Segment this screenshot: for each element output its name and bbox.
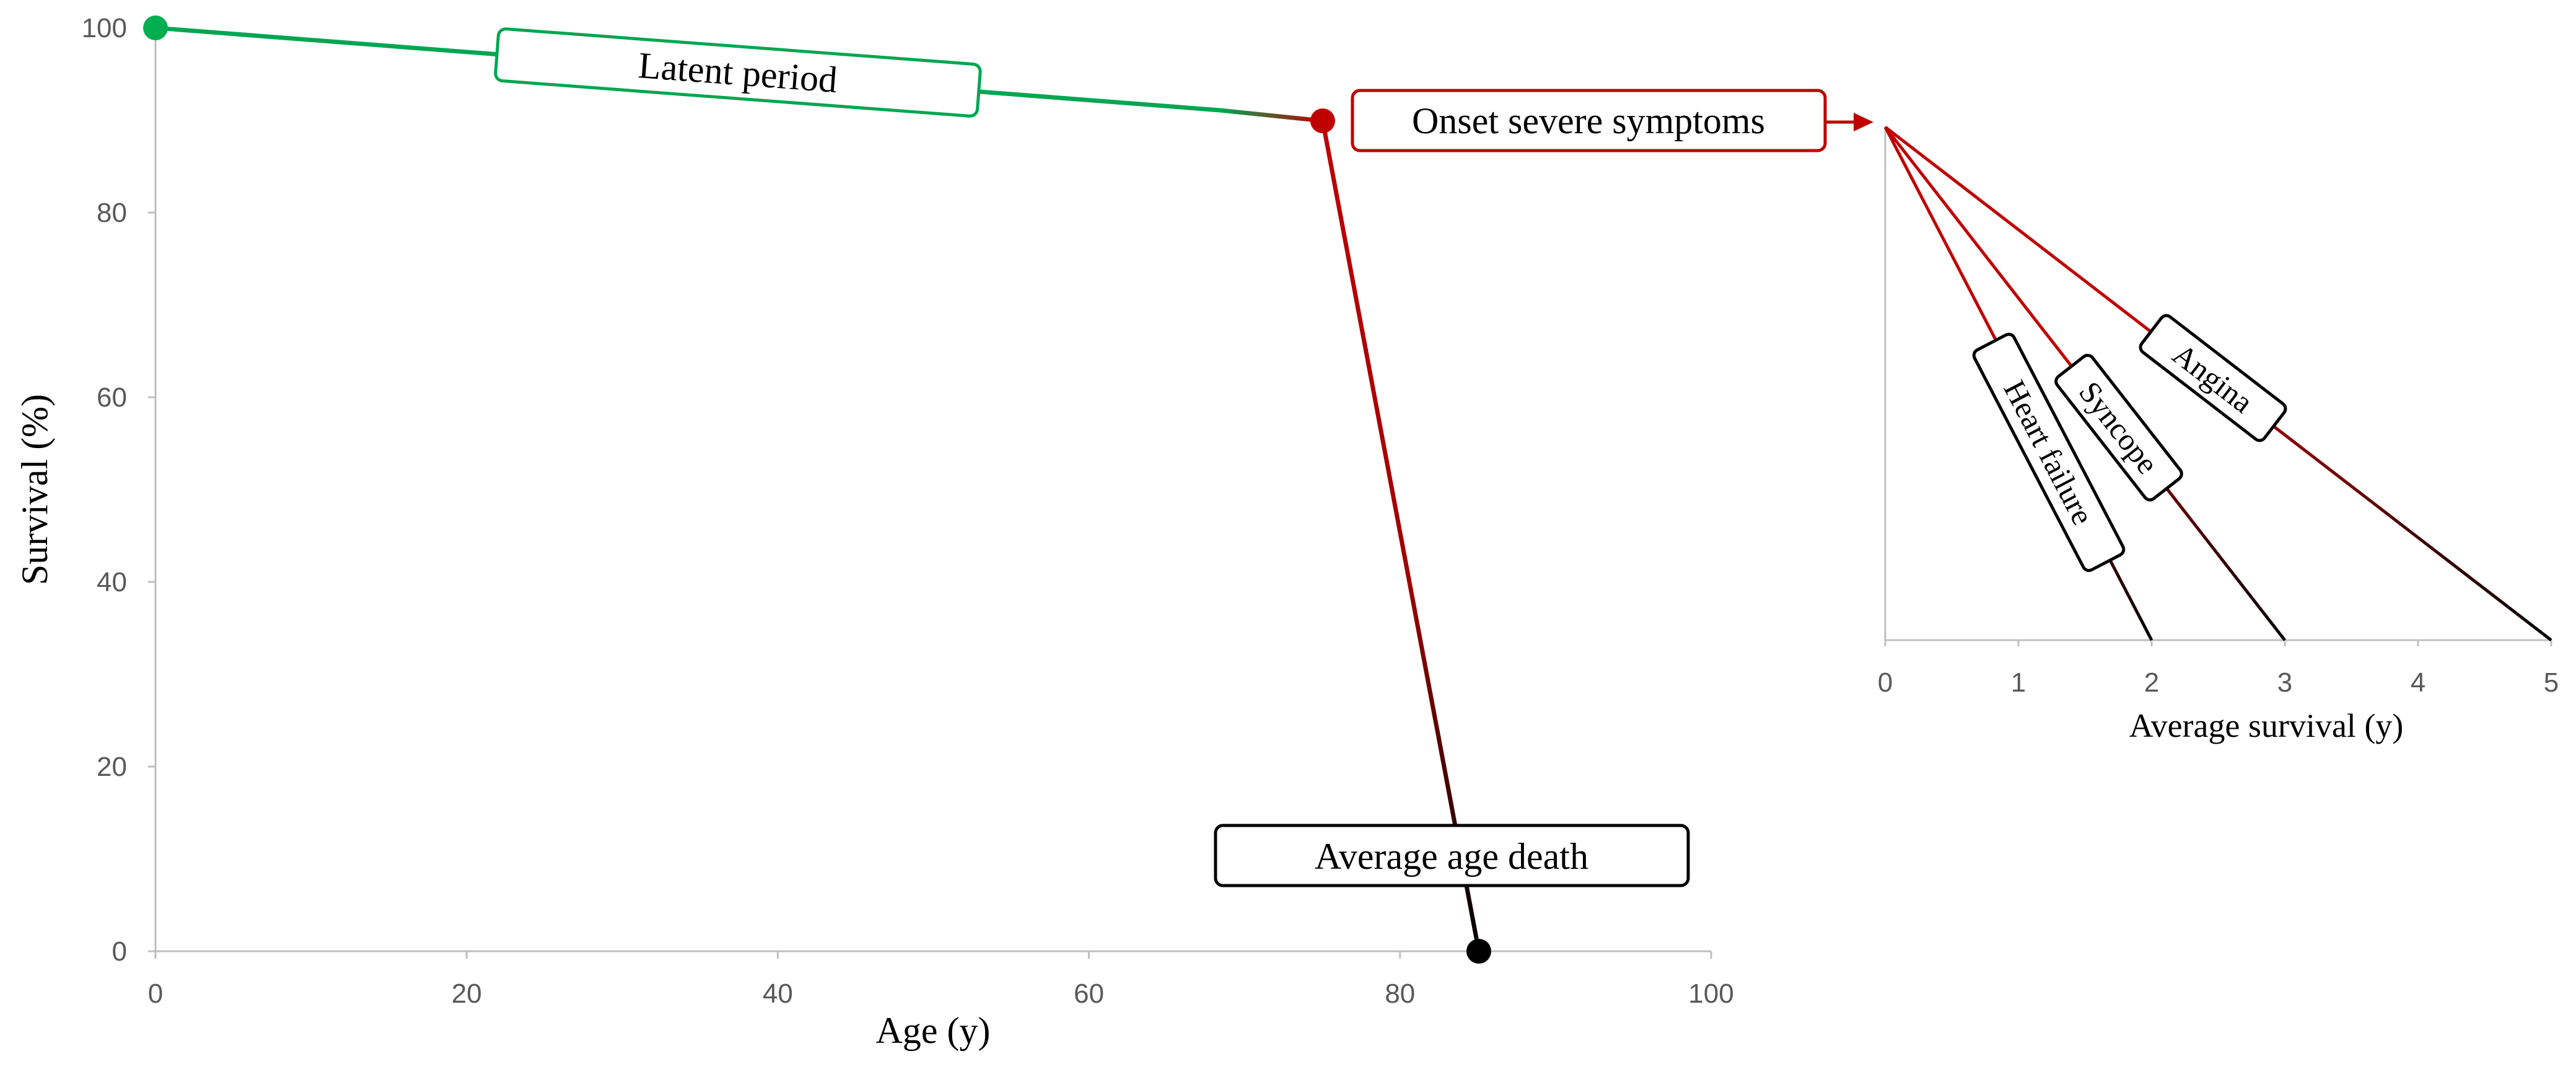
y-tick-label: 40 xyxy=(97,567,127,597)
inset-x-tick-label: 3 xyxy=(2277,667,2292,698)
main-series xyxy=(155,25,1481,952)
main-axes xyxy=(154,28,1711,952)
drop-line xyxy=(1320,120,1481,952)
start-marker xyxy=(143,15,168,40)
onset-marker xyxy=(1310,108,1335,133)
heart-failure-frame xyxy=(1972,332,2126,573)
angina-frame xyxy=(2139,314,2287,442)
x-tick-label: 80 xyxy=(1385,979,1415,1009)
onset-box: Onset severe symptoms xyxy=(1351,89,1827,152)
inset-axes xyxy=(1884,127,2551,641)
inset-x-tick-label: 5 xyxy=(2544,667,2559,698)
inset-x-tick-label: 0 xyxy=(1878,667,1893,698)
inset-ticks: 0 1 2 3 4 5 xyxy=(1878,640,2559,698)
x-tick-label: 60 xyxy=(1074,979,1104,1009)
y-tick-label: 80 xyxy=(97,198,127,228)
x-tick-label: 0 xyxy=(148,979,163,1009)
syncope-frame xyxy=(2054,353,2183,502)
inset-x-tick-label: 4 xyxy=(2411,667,2425,698)
death-marker xyxy=(1466,939,1491,964)
x-tick-label: 20 xyxy=(452,979,482,1009)
latent-to-onset-line xyxy=(1220,108,1323,123)
inset-x-axis-title: Average survival (y) xyxy=(2129,707,2404,744)
latent-period-box: Latent period xyxy=(494,27,982,118)
onset-label: Onset severe symptoms xyxy=(1412,100,1765,141)
y-tick-label: 100 xyxy=(82,13,127,43)
y-tick-label: 0 xyxy=(112,936,127,967)
y-tick-label: 60 xyxy=(97,382,127,413)
x-tick-label: 100 xyxy=(1688,979,1733,1009)
heart-failure-box: Heart failure xyxy=(1972,332,2126,573)
death-frame xyxy=(1214,824,1690,887)
inset-x-tick-label: 1 xyxy=(2011,667,2026,698)
death-box: Average age death xyxy=(1214,824,1690,887)
x-axis-title: Age (y) xyxy=(876,1010,991,1051)
onset-arrow-head xyxy=(1854,113,1873,131)
angina-box: Angina xyxy=(2139,314,2287,442)
main-ticks: 0 20 40 60 80 100 0 20 40 60 80 100 xyxy=(82,13,1734,1009)
death-label: Average age death xyxy=(1315,836,1588,877)
latent-period-frame xyxy=(494,27,982,118)
inset-x-tick-label: 2 xyxy=(2144,667,2159,698)
x-tick-label: 40 xyxy=(763,979,793,1009)
y-tick-label: 20 xyxy=(97,752,127,782)
y-axis-title: Survival (%) xyxy=(14,394,55,585)
